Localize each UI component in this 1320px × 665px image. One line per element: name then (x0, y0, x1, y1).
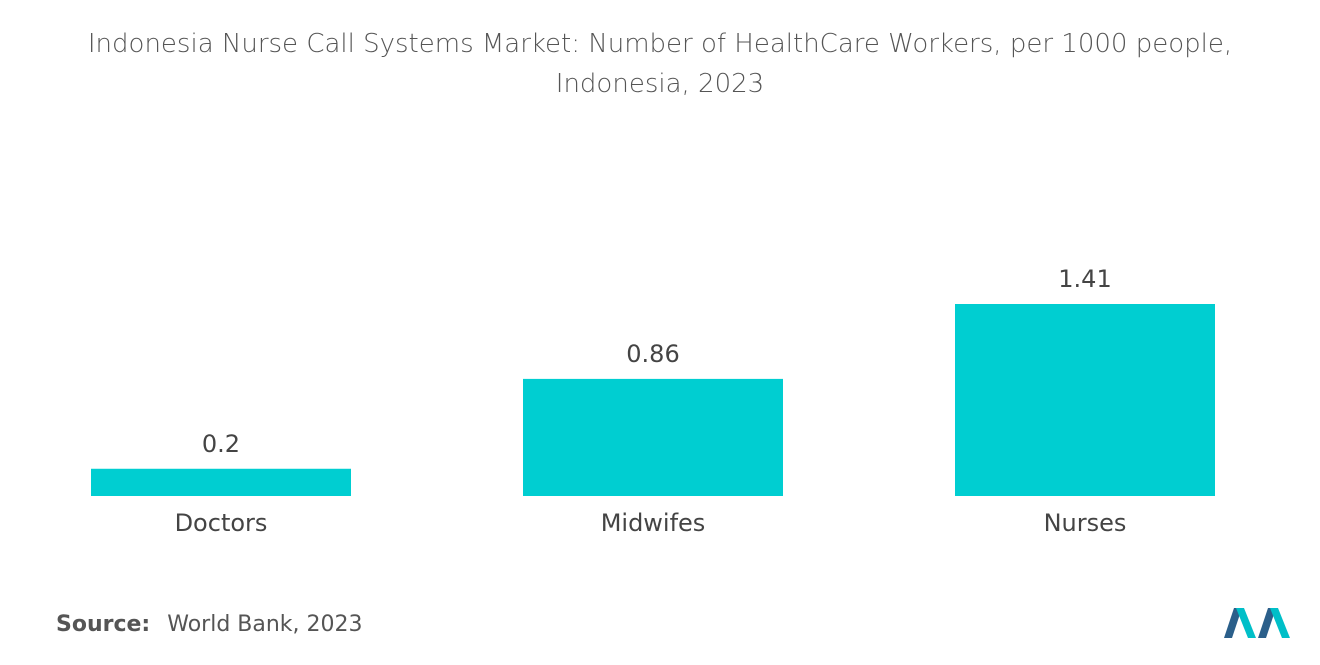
bar-midwifes (523, 378, 783, 496)
category-label-doctors: Doctors (175, 509, 268, 537)
category-label-midwifes: Midwifes (601, 509, 706, 537)
chart-title: Indonesia Nurse Call Systems Market: Num… (0, 24, 1320, 104)
source-text: World Bank, 2023 (167, 612, 363, 637)
source-label: Source: (56, 612, 151, 637)
title-line-2: Indonesia, 2023 (555, 69, 765, 99)
title-line-1: Indonesia Nurse Call Systems Market: Num… (87, 29, 1233, 59)
bar-nurses (955, 304, 1215, 496)
data-label-midwifes: 0.86 (626, 340, 679, 368)
bar-chart: 0.2 Doctors 0.86 Midwifes 1.41 Nurses (91, 265, 1215, 537)
data-label-nurses: 1.41 (1058, 265, 1111, 293)
brand-logo-icon (1224, 608, 1290, 638)
data-label-doctors: 0.2 (202, 430, 240, 458)
category-label-nurses: Nurses (1044, 509, 1127, 537)
bar-doctors (91, 468, 351, 496)
source-note: Source: World Bank, 2023 (56, 612, 363, 637)
